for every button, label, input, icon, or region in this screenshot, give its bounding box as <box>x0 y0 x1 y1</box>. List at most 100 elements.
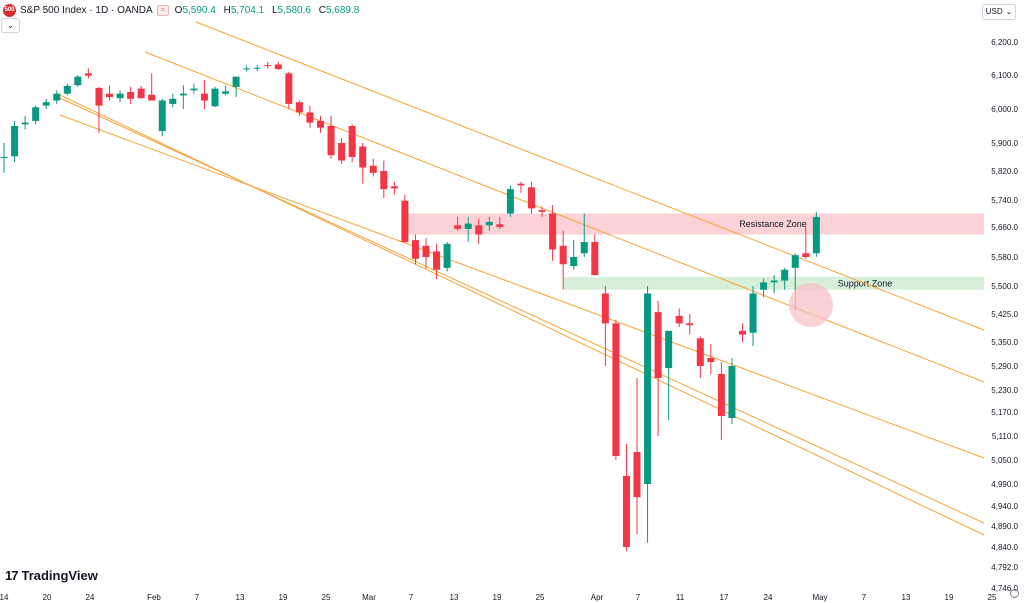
x-tick-7: 25 <box>322 593 331 602</box>
channel-line-4 <box>59 94 985 536</box>
zone-label-0: Resistance Zone <box>739 219 807 229</box>
x-tick-9: 7 <box>409 593 414 602</box>
y-tick-13: 5,170.0 <box>991 408 1018 417</box>
y-tick-17: 4,940.0 <box>991 502 1018 511</box>
chevron-down-icon[interactable]: ⌄ <box>1 18 20 33</box>
candle-body-53 <box>559 245 567 265</box>
y-tick-12: 5,230.0 <box>991 386 1018 395</box>
candle-body-22 <box>232 76 240 87</box>
close-value: 5,689.8 <box>325 4 360 16</box>
y-tick-20: 4,792.0 <box>991 563 1018 572</box>
tv-logo-icon: 17 <box>5 568 19 583</box>
x-tick-19: 7 <box>862 593 867 602</box>
candle-body-34 <box>359 146 367 168</box>
y-tick-21: 4,746.0 <box>991 584 1018 593</box>
equals-icon[interactable]: = <box>156 4 169 16</box>
ohlc-readout: O5,590.4 H5,704.1 L5,580.6 C5,689.8 <box>175 5 365 16</box>
candle-body-57 <box>601 293 609 324</box>
candle-body-74 <box>781 269 789 281</box>
chevron-down-icon: ⌄ <box>1005 7 1013 16</box>
x-tick-21: 19 <box>945 593 954 602</box>
candle-body-23 <box>243 68 251 70</box>
x-tick-14: 7 <box>636 593 641 602</box>
chart-header: 500 S&P 500 Index · 1D · OANDA = O5,590.… <box>0 0 364 20</box>
candle-body-18 <box>190 88 198 91</box>
candle-body-27 <box>285 73 293 104</box>
y-tick-14: 5,110.0 <box>992 432 1019 441</box>
candle-body-69 <box>728 366 736 418</box>
x-tick-12: 25 <box>536 593 545 602</box>
candle-body-52 <box>549 213 557 250</box>
candle-body-37 <box>390 186 398 189</box>
open-value: 5,590.4 <box>182 4 216 16</box>
candle-body-26 <box>274 64 282 70</box>
channel-line-0 <box>144 51 985 383</box>
candle-body-54 <box>570 257 578 267</box>
candle-body-71 <box>749 293 757 333</box>
candle-body-12 <box>127 92 135 99</box>
y-tick-5: 5,740.0 <box>991 196 1018 205</box>
channel-line-3 <box>59 114 985 459</box>
candle-body-19 <box>200 93 208 101</box>
x-tick-15: 11 <box>676 593 685 602</box>
candle-body-45 <box>475 225 483 235</box>
tradingview-logo[interactable]: 17 TradingView <box>5 568 98 583</box>
symbol-title[interactable]: S&P 500 Index · 1D · OANDA <box>20 4 153 16</box>
y-tick-8: 5,500.0 <box>991 282 1018 291</box>
currency-label: USD <box>985 7 1003 16</box>
y-tick-15: 5,050.0 <box>991 456 1018 465</box>
candle-body-60 <box>633 452 641 498</box>
candle-body-30 <box>317 120 324 128</box>
candle-body-39 <box>411 240 419 259</box>
candle-body-76 <box>802 253 810 257</box>
candle-body-65 <box>686 323 694 326</box>
y-tick-0: 6,200.0 <box>991 38 1018 47</box>
y-tick-16: 4,990.0 <box>991 480 1018 489</box>
candle-body-16 <box>169 98 177 104</box>
y-tick-6: 5,660.0 <box>991 223 1018 232</box>
x-tick-11: 19 <box>493 593 502 602</box>
candle-body-24 <box>253 67 261 69</box>
candle-body-8 <box>84 73 92 76</box>
x-tick-4: 7 <box>195 593 200 602</box>
candle-body-35 <box>369 165 377 173</box>
candle-body-42 <box>443 243 451 268</box>
candle-body-36 <box>380 171 388 190</box>
candle-body-67 <box>707 358 715 362</box>
candle-body-73 <box>770 280 778 283</box>
candle-body-5 <box>53 93 61 101</box>
y-tick-11: 5,290.0 <box>991 362 1018 371</box>
candle-body-3 <box>32 107 40 121</box>
x-tick-5: 13 <box>236 593 245 602</box>
y-tick-2: 6,000.0 <box>991 105 1018 114</box>
y-tick-9: 5,425.0 <box>991 310 1018 319</box>
low-value: 5,580.6 <box>277 4 311 16</box>
candle-body-64 <box>675 315 683 324</box>
candle-body-66 <box>696 338 704 366</box>
candle-body-17 <box>179 93 187 96</box>
candle-body-51 <box>538 210 546 212</box>
candle-body-28 <box>295 102 303 113</box>
candle-body-47 <box>496 224 504 227</box>
candle-body-13 <box>137 88 145 99</box>
y-tick-18: 4,890.0 <box>991 522 1018 531</box>
gear-icon[interactable] <box>1010 589 1019 598</box>
currency-select[interactable]: USD ⌄ <box>982 4 1016 20</box>
x-tick-13: Apr <box>591 593 604 602</box>
symbol-logo[interactable]: 500 <box>3 3 16 17</box>
candle-body-25 <box>264 65 272 67</box>
y-tick-10: 5,350.0 <box>991 338 1018 347</box>
open-label: O <box>174 4 183 16</box>
candle-body-61 <box>644 293 652 484</box>
candle-body-50 <box>528 187 535 209</box>
candle-body-38 <box>401 200 409 242</box>
candle-body-44 <box>464 223 472 229</box>
candle-body-40 <box>422 245 430 257</box>
candle-body-7 <box>74 76 82 86</box>
candle-body-59 <box>622 476 630 547</box>
candle-body-10 <box>106 93 113 98</box>
candle-body-70 <box>739 330 746 335</box>
candle-body-4 <box>42 102 50 106</box>
candle-body-75 <box>791 255 799 268</box>
